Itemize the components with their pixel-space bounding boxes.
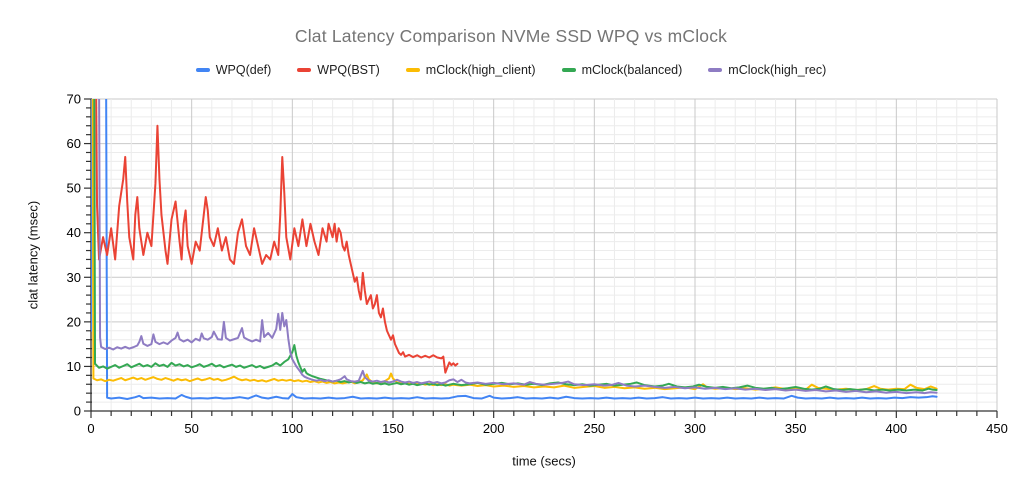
legend-swatch-wpq-bst (297, 68, 312, 72)
svg-text:40: 40 (67, 225, 81, 240)
svg-text:60: 60 (67, 136, 81, 151)
legend-label: mClock(balanced) (581, 63, 683, 77)
chart-title: Clat Latency Comparison NVMe SSD WPQ vs … (294, 26, 728, 46)
svg-text:20: 20 (67, 314, 81, 329)
legend-item-wpq-bst[interactable]: WPQ(BST) (297, 63, 380, 77)
legend-item-wpq-def[interactable]: WPQ(def) (195, 63, 272, 77)
svg-text:0: 0 (87, 421, 94, 436)
legend-swatch-wpq-def (195, 68, 210, 72)
legend-item-mclock-high-client[interactable]: mClock(high_client) (405, 63, 536, 77)
legend-swatch-mclock-balanced (561, 68, 576, 72)
legend-swatch-mclock-high-rec (708, 68, 723, 72)
legend-label: WPQ(BST) (317, 63, 380, 77)
svg-text:0: 0 (74, 404, 81, 419)
svg-text:200: 200 (483, 421, 505, 436)
y-axis-title: clat latency (msec) (25, 200, 41, 310)
svg-text:250: 250 (583, 421, 605, 436)
legend-swatch-mclock-high-client (405, 68, 420, 72)
svg-text:70: 70 (67, 92, 81, 107)
legend-label: WPQ(def) (215, 63, 272, 77)
legend-label: mClock(high_client) (425, 63, 536, 77)
svg-text:150: 150 (382, 421, 404, 436)
legend-item-mclock-balanced[interactable]: mClock(balanced) (561, 63, 683, 77)
svg-text:30: 30 (67, 270, 81, 285)
svg-text:450: 450 (986, 421, 1008, 436)
svg-text:400: 400 (885, 421, 907, 436)
legend-label: mClock(high_rec) (728, 63, 827, 77)
svg-text:50: 50 (67, 181, 81, 196)
x-axis-title: time (secs) (512, 453, 576, 469)
svg-text:10: 10 (67, 359, 81, 374)
svg-text:100: 100 (281, 421, 303, 436)
svg-text:350: 350 (785, 421, 807, 436)
legend: WPQ(def) WPQ(BST) mClock(high_client) mC… (0, 63, 1022, 77)
svg-text:300: 300 (684, 421, 706, 436)
svg-text:50: 50 (184, 421, 198, 436)
legend-item-mclock-high-rec[interactable]: mClock(high_rec) (708, 63, 826, 77)
